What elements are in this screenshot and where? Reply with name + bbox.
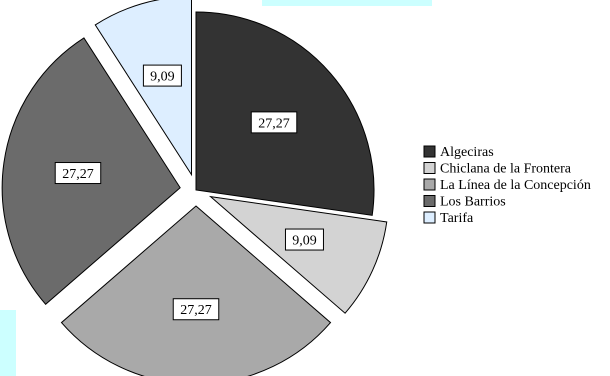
legend-swatch bbox=[423, 211, 436, 224]
legend-label: Tarifa bbox=[440, 211, 474, 226]
pie-slice-chiclana-de-la-frontera bbox=[208, 195, 388, 314]
data-label-value: 27,27 bbox=[62, 167, 94, 182]
data-label-value: 9,09 bbox=[292, 234, 317, 249]
data-label-tarifa: 9,09 bbox=[142, 64, 182, 87]
data-label-box bbox=[250, 111, 298, 134]
legend-swatch bbox=[423, 178, 436, 191]
legend-item-la-linea-de-la-concepcion: La Línea de la Concepción bbox=[423, 178, 591, 193]
data-label-box bbox=[284, 228, 324, 251]
legend-swatch bbox=[423, 195, 436, 207]
legend-item-algeciras: Algeciras bbox=[423, 145, 494, 160]
legend-swatch bbox=[423, 162, 436, 174]
background-accent-top bbox=[262, 0, 432, 6]
legend-label: La Línea de la Concepción bbox=[440, 178, 591, 193]
data-label-los-barrios: 27,27 bbox=[54, 162, 102, 185]
data-label-box bbox=[142, 64, 182, 87]
legend-label: Los Barrios bbox=[440, 195, 506, 210]
data-label-value: 27,27 bbox=[258, 116, 290, 131]
data-label-la-linea-de-la-concepcion: 27,27 bbox=[172, 298, 220, 321]
pie-data-labels: 27,27 9,09 27,27 27,27 9,09 bbox=[54, 64, 324, 321]
background-accent-left bbox=[0, 310, 16, 376]
data-label-value: 9,09 bbox=[150, 70, 175, 85]
legend-item-tarifa: Tarifa bbox=[423, 211, 474, 226]
legend-label: Algeciras bbox=[440, 145, 494, 160]
legend-label: Chiclana de la Frontera bbox=[440, 162, 572, 177]
pie-slice-la-linea-de-la-concepcion bbox=[60, 205, 332, 376]
legend-item-chiclana-de-la-frontera: Chiclana de la Frontera bbox=[423, 162, 572, 177]
legend-swatch bbox=[423, 145, 436, 158]
data-label-value: 27,27 bbox=[180, 303, 212, 318]
pie-slice-tarifa bbox=[94, 0, 192, 177]
data-label-box bbox=[54, 162, 102, 185]
legend-item-los-barrios: Los Barrios bbox=[423, 195, 506, 210]
data-label-box bbox=[172, 298, 220, 321]
data-label-chiclana-de-la-frontera: 9,09 bbox=[284, 228, 324, 251]
data-label-algeciras: 27,27 bbox=[250, 111, 298, 134]
